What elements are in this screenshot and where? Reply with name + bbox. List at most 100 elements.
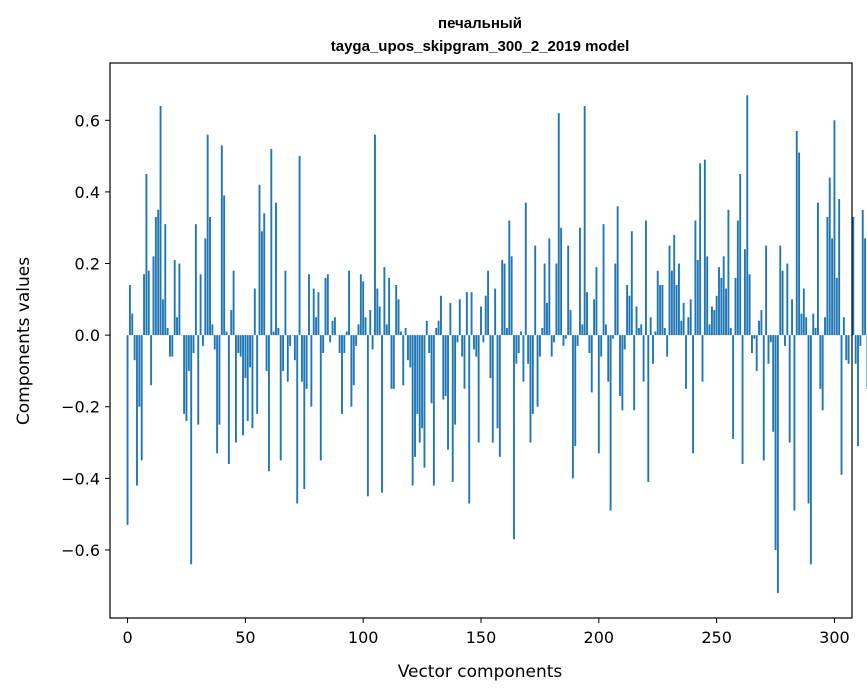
bar-283 xyxy=(793,335,796,511)
bar-83 xyxy=(322,335,325,354)
bar-119 xyxy=(407,335,409,361)
bar-259 xyxy=(736,220,739,336)
bar-77 xyxy=(308,274,310,336)
bar-166 xyxy=(517,335,520,354)
bar-198 xyxy=(593,299,596,336)
bar-295 xyxy=(821,335,824,411)
bar-175 xyxy=(538,335,541,357)
bar-227 xyxy=(661,285,664,336)
bar-104 xyxy=(371,335,374,350)
bar-31 xyxy=(199,274,202,336)
bar-24 xyxy=(183,335,186,414)
bar-86 xyxy=(329,335,332,343)
bar-256 xyxy=(729,327,732,336)
bar-286 xyxy=(800,313,803,336)
bar-220 xyxy=(645,220,647,336)
bar-237 xyxy=(685,335,687,389)
bar-107 xyxy=(378,306,381,336)
bar-228 xyxy=(663,327,666,336)
bars-group xyxy=(126,95,867,593)
bar-15 xyxy=(161,299,164,336)
bar-189 xyxy=(571,335,574,479)
bar-115 xyxy=(397,299,400,336)
bar-1 xyxy=(128,285,131,336)
bar-167 xyxy=(520,331,522,336)
bar-187 xyxy=(567,245,570,336)
bar-181 xyxy=(553,335,555,343)
bar-269 xyxy=(760,310,763,336)
bar-309 xyxy=(854,335,857,364)
bar-168 xyxy=(522,335,525,382)
bar-298 xyxy=(828,177,831,336)
bar-40 xyxy=(220,145,223,336)
bar-139 xyxy=(454,335,457,425)
bar-204 xyxy=(607,335,610,382)
bar-223 xyxy=(652,335,654,364)
x-axis-label: Vector components xyxy=(398,662,563,682)
bar-29 xyxy=(194,224,197,336)
bar-80 xyxy=(315,317,318,336)
x-tick-label: 100 xyxy=(348,628,379,647)
bar-206 xyxy=(612,335,614,339)
bar-258 xyxy=(734,277,737,336)
bar-196 xyxy=(588,335,591,354)
bar-305 xyxy=(845,335,848,361)
bar-87 xyxy=(331,320,334,336)
bar-281 xyxy=(788,335,791,443)
bar-213 xyxy=(628,295,631,336)
bar-288 xyxy=(805,317,808,336)
y-tick-label: 0.6 xyxy=(75,111,100,130)
bar-95 xyxy=(350,335,353,407)
bar-148 xyxy=(475,335,478,357)
bar-144 xyxy=(465,292,468,336)
bar-124 xyxy=(418,335,421,443)
bar-127 xyxy=(425,320,428,336)
y-axis: −0.6 −0.4 −0.2 0.0 0.2 0.4 0.6 xyxy=(61,111,110,560)
bar-215 xyxy=(633,335,636,411)
bar-257 xyxy=(732,335,735,439)
bar-21 xyxy=(176,317,178,336)
bar-88 xyxy=(333,317,336,336)
bar-20 xyxy=(173,259,176,336)
bar-81 xyxy=(317,292,320,336)
bar-277 xyxy=(779,245,782,336)
bar-9 xyxy=(147,270,150,336)
bar-238 xyxy=(687,317,690,336)
bar-301 xyxy=(835,277,838,336)
bar-111 xyxy=(388,277,391,336)
bar-128 xyxy=(428,335,431,354)
bar-73 xyxy=(298,156,301,336)
bar-47 xyxy=(237,335,240,354)
bar-306 xyxy=(847,335,850,364)
bar-145 xyxy=(468,335,471,504)
bar-130 xyxy=(432,335,435,486)
bar-110 xyxy=(385,324,388,336)
bar-8 xyxy=(145,174,148,336)
bar-109 xyxy=(383,267,386,336)
bar-290 xyxy=(809,335,812,565)
bar-49 xyxy=(242,335,244,436)
chart-title-line1: печальный xyxy=(438,15,522,32)
x-tick-label: 200 xyxy=(584,628,615,647)
bar-207 xyxy=(614,263,617,336)
bar-44 xyxy=(230,310,233,336)
bar-184 xyxy=(560,227,563,336)
bar-239 xyxy=(689,299,692,336)
bar-133 xyxy=(440,295,442,336)
x-tick-label: 300 xyxy=(819,628,850,647)
y-tick-label: 0.4 xyxy=(75,183,100,202)
bar-253 xyxy=(722,256,725,336)
bar-42 xyxy=(225,331,228,336)
bar-209 xyxy=(619,335,621,396)
bar-311 xyxy=(859,335,862,346)
bar-312 xyxy=(861,209,864,336)
bar-69 xyxy=(289,335,292,346)
bar-143 xyxy=(463,335,466,389)
bar-274 xyxy=(772,335,775,432)
bar-118 xyxy=(404,327,407,336)
bar-153 xyxy=(487,270,490,336)
bar-240 xyxy=(692,335,695,454)
bar-226 xyxy=(659,285,662,336)
bar-241 xyxy=(694,220,697,336)
bar-271 xyxy=(765,245,768,336)
